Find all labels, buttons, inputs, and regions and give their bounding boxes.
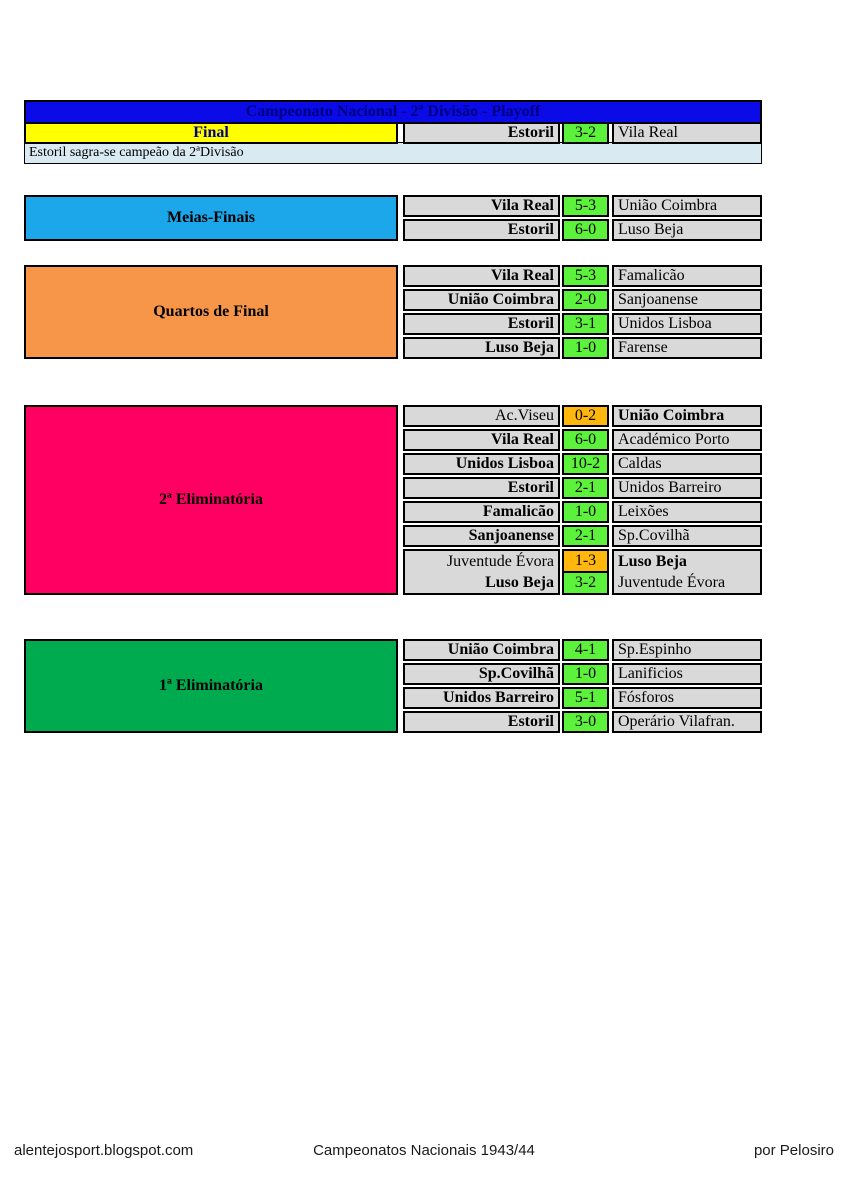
home-team: Vila Real	[403, 195, 560, 217]
home-team: Sp.Covilhã	[403, 663, 560, 685]
home-team: Sanjoanense	[403, 525, 560, 547]
match-score: 1-0	[562, 337, 609, 359]
away-team: União Coimbra	[612, 405, 762, 427]
away-team: Sanjoanense	[612, 289, 762, 311]
match-score: 5-3	[562, 265, 609, 287]
final-label: Final	[24, 122, 398, 144]
match-score: 2-0	[562, 289, 609, 311]
away-team: Caldas	[612, 453, 762, 475]
home-team: Vila Real	[403, 265, 560, 287]
footer: alentejosport.blogspot.com Campeonatos N…	[0, 1140, 848, 1162]
match-row: Estoril 6-0 Luso Beja	[403, 219, 762, 241]
match-score: 3-2	[562, 122, 609, 144]
section-label: 2ª Eliminatória	[24, 405, 398, 595]
away-team: Unidos Lisboa	[612, 313, 762, 335]
match-row: Unidos Lisboa 10-2 Caldas	[403, 453, 762, 475]
home-team: Estoril	[403, 711, 560, 733]
away-team: Luso Beja	[612, 219, 762, 241]
away-team: Fósforos	[612, 687, 762, 709]
home-team: Vila Real	[403, 429, 560, 451]
match-score: 2-1	[562, 477, 609, 499]
match-score: 2-1	[562, 525, 609, 547]
match-row: Ac.Viseu 0-2 União Coimbra	[403, 405, 762, 427]
section-2a-eliminatoria: 2ª Eliminatória Ac.Viseu 0-2 União Coimb…	[24, 405, 762, 595]
match-score: 6-0	[562, 219, 609, 241]
home-team: Famalicão	[403, 501, 560, 523]
section-label: 1ª Eliminatória	[24, 639, 398, 733]
match-score: 6-0	[562, 429, 609, 451]
footer-site-url: alentejosport.blogspot.com	[14, 1142, 194, 1159]
footer-author: por Pelosiro	[753, 1142, 834, 1159]
match-row: Vila Real 6-0 Académico Porto	[403, 429, 762, 451]
match-row: Estoril 3-1 Unidos Lisboa	[403, 313, 762, 335]
away-team: Sp.Covilhã	[612, 525, 762, 547]
away-team: Juventude Évora	[618, 573, 726, 591]
match-score: 10-2	[562, 453, 609, 475]
match-score: 4-1	[562, 639, 609, 661]
final-match-row: Final Estoril 3-2 Vila Real	[24, 122, 762, 144]
home-team: Juventude Évora	[446, 552, 554, 570]
match-row: Vila Real 5-3 União Coimbra	[403, 195, 762, 217]
match-row: Estoril 2-1 Unidos Barreiro	[403, 477, 762, 499]
home-team: Estoril	[403, 122, 560, 144]
home-team: Unidos Lisboa	[403, 453, 560, 475]
away-team: Unidos Barreiro	[612, 477, 762, 499]
away-team: Famalicão	[612, 265, 762, 287]
home-team-pair: Juventude Évora Luso Beja	[403, 549, 560, 595]
match-row: Luso Beja 1-0 Farense	[403, 337, 762, 359]
match-row: Sp.Covilhã 1-0 Lanificios	[403, 663, 762, 685]
match-score: 1-0	[562, 501, 609, 523]
match-row: União Coimbra 2-0 Sanjoanense	[403, 289, 762, 311]
away-team: Sp.Espinho	[612, 639, 762, 661]
match-row: União Coimbra 4-1 Sp.Espinho	[403, 639, 762, 661]
home-team: União Coimbra	[403, 639, 560, 661]
home-team: Unidos Barreiro	[403, 687, 560, 709]
away-team: Operário Vilafran.	[612, 711, 762, 733]
section-1a-eliminatoria: 1ª Eliminatória União Coimbra 4-1 Sp.Esp…	[24, 639, 762, 733]
away-team: União Coimbra	[612, 195, 762, 217]
champion-note: Estoril sagra-se campeão da 2ªDivisão	[24, 142, 762, 164]
match-score: 5-3	[562, 195, 609, 217]
section-meias-finais: Meias-Finais Vila Real 5-3 União Coimbra…	[24, 195, 762, 241]
match-score: 1-3	[562, 549, 609, 572]
final-block: Campeonato Nacional - 2ª Divisão - Playo…	[24, 100, 762, 164]
home-team: Ac.Viseu	[403, 405, 560, 427]
home-team: Estoril	[403, 313, 560, 335]
competition-title-bar: Campeonato Nacional - 2ª Divisão - Playo…	[24, 100, 762, 124]
match-row: Vila Real 5-3 Famalicão	[403, 265, 762, 287]
match-score: 3-2	[562, 572, 609, 595]
home-team: Luso Beja	[403, 337, 560, 359]
away-team: Luso Beja	[618, 552, 687, 570]
away-team-pair: Luso Beja Juventude Évora	[612, 549, 762, 595]
home-team: Estoril	[403, 477, 560, 499]
match-score: 3-1	[562, 313, 609, 335]
match-score: 3-0	[562, 711, 609, 733]
match-row: Estoril 3-2 Vila Real	[403, 122, 762, 144]
away-team: Lanificios	[612, 663, 762, 685]
match-row: Estoril 3-0 Operário Vilafran.	[403, 711, 762, 733]
match-row: Unidos Barreiro 5-1 Fósforos	[403, 687, 762, 709]
section-label: Meias-Finais	[24, 195, 398, 241]
away-team: Leixões	[612, 501, 762, 523]
away-team: Vila Real	[612, 122, 762, 144]
away-team: Académico Porto	[612, 429, 762, 451]
match-row: Sanjoanense 2-1 Sp.Covilhã	[403, 525, 762, 547]
section-quartos-de-final: Quartos de Final Vila Real 5-3 Famalicão…	[24, 265, 762, 359]
score-pair: 1-3 3-2	[562, 549, 609, 595]
away-team: Farense	[612, 337, 762, 359]
section-label: Quartos de Final	[24, 265, 398, 359]
match-score: 1-0	[562, 663, 609, 685]
home-team: União Coimbra	[403, 289, 560, 311]
match-row: Famalicão 1-0 Leixões	[403, 501, 762, 523]
match-score: 5-1	[562, 687, 609, 709]
match-pair-two-legs: Juventude Évora Luso Beja 1-3 3-2 Luso B…	[403, 549, 762, 595]
home-team: Estoril	[403, 219, 560, 241]
footer-title: Campeonatos Nacionais 1943/44	[313, 1142, 535, 1159]
home-team: Luso Beja	[485, 573, 554, 591]
match-score: 0-2	[562, 405, 609, 427]
